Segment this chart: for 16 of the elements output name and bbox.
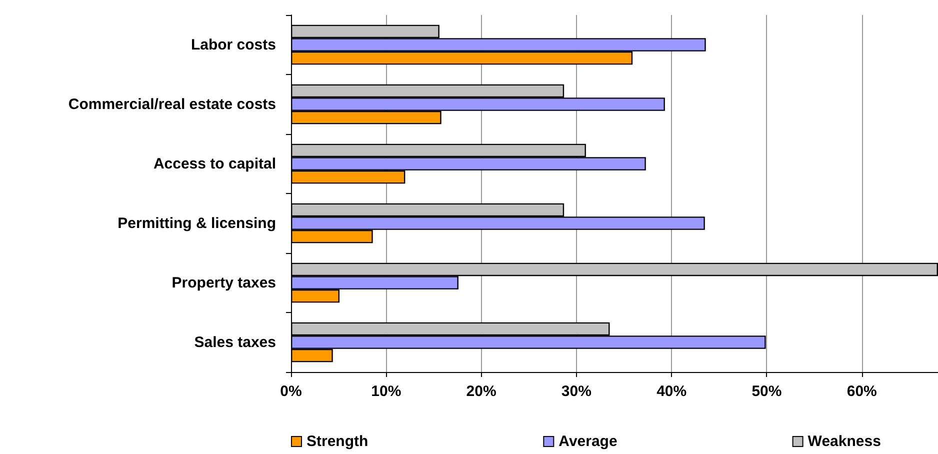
y-tick-label: Sales taxes <box>194 334 276 351</box>
y-tick-label: Access to capital <box>153 155 276 172</box>
x-tick-label: 50% <box>752 383 782 400</box>
x-tick-label: 20% <box>466 383 496 400</box>
y-tick-label: Property taxes <box>172 274 276 292</box>
x-tick-label: 0% <box>280 383 302 400</box>
x-tick-label: 10% <box>371 383 402 400</box>
x-tick-label: 60% <box>846 383 877 400</box>
y-tick-label: Labor costs <box>190 36 276 54</box>
y-tick-label: Permitting & licensing <box>118 214 276 232</box>
y-tick-label: Commercial/real estate costs <box>68 96 276 113</box>
x-tick-label: 40% <box>656 383 687 400</box>
x-tick-label: 30% <box>561 383 592 400</box>
legend-label: Weakness <box>808 433 881 450</box>
legend-label: Average <box>558 433 618 450</box>
legend-label: Strength <box>306 433 368 450</box>
